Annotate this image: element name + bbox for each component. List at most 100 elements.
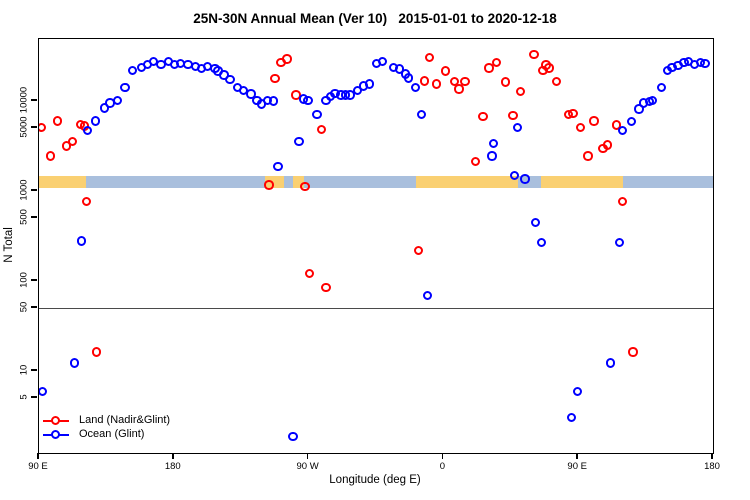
data-point-land [454,84,464,94]
data-point-ocean [378,56,388,67]
data-point-ocean [364,79,374,89]
y-tick-mark [31,189,37,191]
x-tick-mark [576,453,578,459]
data-point-land [39,122,46,133]
band-segment-land [540,175,624,188]
data-point-ocean [77,236,87,246]
data-point-land [500,77,511,87]
data-point-ocean [120,82,130,93]
data-point-land [484,63,494,73]
data-point-ocean [512,122,523,133]
data-point-ocean [647,95,658,105]
data-point-land [583,151,593,161]
data-point-ocean [345,90,355,100]
data-point-land [300,181,310,192]
data-point-land [53,116,63,126]
data-point-ocean [225,74,235,85]
data-point-land [470,156,481,166]
x-tick-mark [441,453,444,459]
data-point-ocean [614,237,625,247]
data-point-land [440,66,451,76]
y-tick-mark [31,279,37,281]
legend-label-ocean: Ocean (Glint) [79,428,145,440]
data-point-land [282,54,292,64]
data-point-land [316,124,327,134]
data-point-ocean [566,412,577,423]
chart-title: 25N-30N Annual Mean (Ver 10) 2015-01-01 … [193,11,557,26]
x-axis-label: Longitude (deg E) [329,474,421,486]
data-point-land [321,282,331,293]
data-point-ocean [112,95,123,105]
data-point-land [270,73,280,84]
data-point-land [568,108,578,119]
x-tick-label: 0 [439,461,446,472]
y-tick-mark [31,126,37,128]
data-point-ocean [656,82,667,93]
data-point-land [92,347,102,357]
y-tick-mark [31,396,37,398]
x-tick-label: 180 [164,461,181,472]
data-point-ocean [530,217,541,228]
band-segment-ocean [623,175,713,188]
x-tick-label: 180 [704,461,720,472]
data-point-land [529,49,539,60]
data-point-land [551,76,562,87]
data-point-land [491,57,502,67]
band-segment-land [39,175,87,188]
data-point-land [544,63,554,73]
data-point-ocean [39,386,48,397]
band-segment-land [292,175,305,188]
data-point-ocean [520,174,530,184]
data-point-ocean [394,64,404,74]
data-point-land [575,122,586,133]
data-point-ocean [312,109,322,119]
data-point-ocean [294,136,304,147]
legend-marker-ocean [51,429,61,439]
data-point-land [45,151,55,161]
data-point-land [420,76,430,86]
data-point-land [515,86,526,97]
data-point-land [62,141,72,151]
data-point-ocean [90,116,100,126]
data-point-ocean [411,82,421,93]
data-point-land [508,110,518,121]
data-point-ocean [572,386,583,397]
y-tick-mark [31,216,37,218]
data-point-ocean [509,170,520,180]
data-point-ocean [83,125,93,136]
band-segment-land [416,175,519,188]
data-point-ocean [617,125,628,136]
band-segment-ocean [86,175,266,188]
data-point-ocean [246,89,256,99]
data-point-land [478,111,488,122]
data-point-land [424,53,434,63]
band-segment-ocean [283,175,293,188]
data-point-land [81,196,91,206]
x-tick-mark [711,453,713,459]
x-tick-mark [37,453,39,459]
data-point-ocean [127,65,138,76]
data-point-ocean [403,73,413,83]
data-point-land [589,116,599,126]
data-point-ocean [487,151,497,161]
data-point-land [602,140,613,150]
x-tick-label: 90 E [567,461,587,472]
data-point-land [264,180,274,190]
data-point-land [414,245,424,256]
data-point-ocean [99,103,109,113]
x-tick-label: 90 W [296,461,319,472]
data-point-ocean [288,431,298,441]
data-point-ocean [605,358,616,368]
y-tick-mark [31,369,37,371]
data-point-ocean [268,96,279,106]
y-tick-mark [31,99,37,101]
legend-marker-land [51,415,61,425]
legend-label-land: Land (Nadir&Glint) [79,414,171,426]
x-tick-mark [306,453,309,459]
x-tick-mark [172,453,174,459]
data-point-land [68,136,78,147]
data-point-land [611,120,622,130]
data-point-ocean [536,237,547,247]
data-point-land [628,347,638,357]
